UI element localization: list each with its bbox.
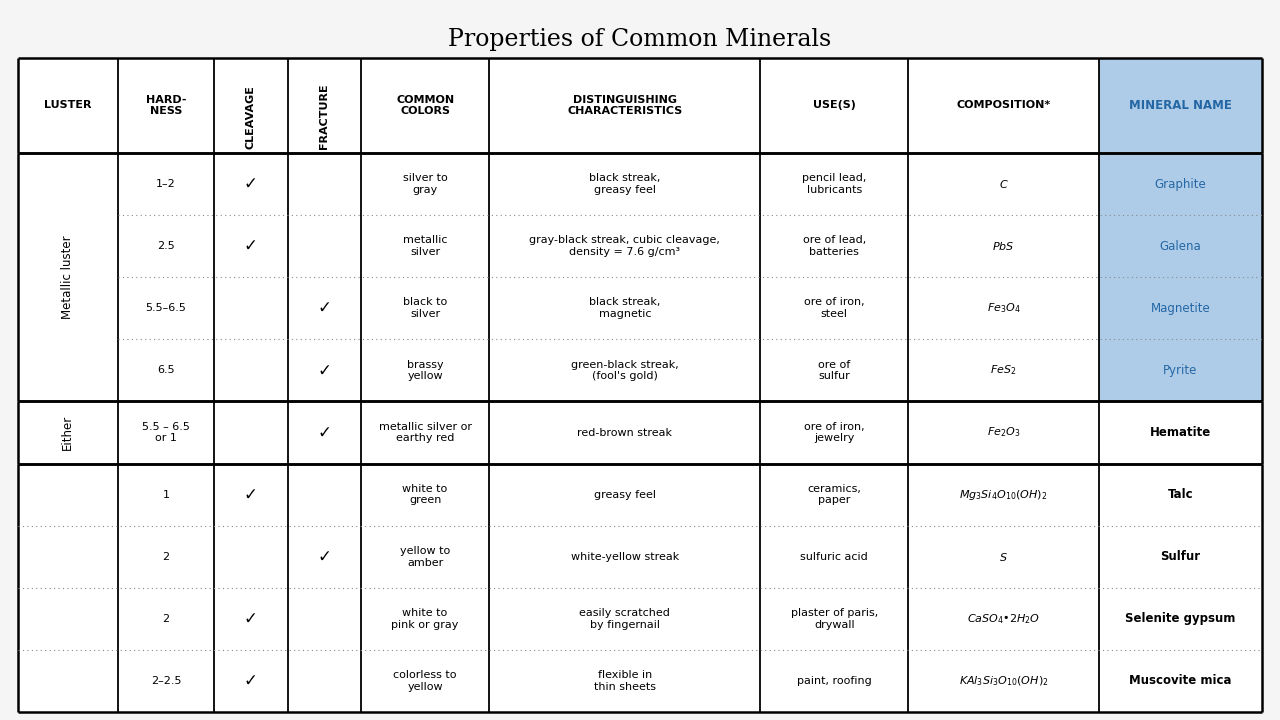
- Text: black to
silver: black to silver: [403, 297, 447, 319]
- Text: 2: 2: [163, 614, 169, 624]
- Text: Magnetite: Magnetite: [1151, 302, 1211, 315]
- Text: black streak,
greasy feel: black streak, greasy feel: [589, 174, 660, 195]
- Text: 2–2.5: 2–2.5: [151, 676, 182, 686]
- Text: ✓: ✓: [317, 548, 332, 566]
- Text: flexible in
thin sheets: flexible in thin sheets: [594, 670, 655, 692]
- Text: Muscovite mica: Muscovite mica: [1129, 675, 1231, 688]
- Bar: [1100, 339, 1262, 402]
- Text: $Fe_3O_4$: $Fe_3O_4$: [987, 302, 1020, 315]
- Text: COMMON
COLORS: COMMON COLORS: [396, 95, 454, 117]
- Text: Graphite: Graphite: [1155, 178, 1206, 191]
- Text: silver to
gray: silver to gray: [403, 174, 448, 195]
- Text: USE(S): USE(S): [813, 101, 855, 110]
- Text: colorless to
yellow: colorless to yellow: [393, 670, 457, 692]
- Text: ore of iron,
jewelry: ore of iron, jewelry: [804, 422, 864, 444]
- Text: $KAl_3Si_3O_{10}(OH)_2$: $KAl_3Si_3O_{10}(OH)_2$: [959, 674, 1048, 688]
- Text: 5.5 – 6.5
or 1: 5.5 – 6.5 or 1: [142, 422, 189, 444]
- Text: $PbS$: $PbS$: [992, 240, 1015, 252]
- Text: ceramics,
paper: ceramics, paper: [808, 484, 861, 505]
- Bar: [1100, 153, 1262, 215]
- Text: white to
pink or gray: white to pink or gray: [392, 608, 458, 629]
- Text: easily scratched
by fingernail: easily scratched by fingernail: [580, 608, 671, 629]
- Text: Sulfur: Sulfur: [1161, 550, 1201, 563]
- Text: ✓: ✓: [244, 485, 257, 503]
- Bar: [1100, 215, 1262, 277]
- Text: DISTINGUISHING
CHARACTERISTICS: DISTINGUISHING CHARACTERISTICS: [567, 95, 682, 117]
- Text: ✓: ✓: [244, 237, 257, 255]
- Text: Hematite: Hematite: [1149, 426, 1211, 439]
- Text: Properties of Common Minerals: Properties of Common Minerals: [448, 28, 832, 51]
- Text: pencil lead,
lubricants: pencil lead, lubricants: [803, 174, 867, 195]
- Text: $Fe_2O_3$: $Fe_2O_3$: [987, 426, 1020, 439]
- Text: $FeS_2$: $FeS_2$: [991, 364, 1016, 377]
- Text: ✓: ✓: [244, 610, 257, 628]
- Text: ore of iron,
steel: ore of iron, steel: [804, 297, 864, 319]
- Text: white-yellow streak: white-yellow streak: [571, 552, 678, 562]
- Text: ore of
sulfur: ore of sulfur: [818, 359, 850, 381]
- Text: metallic silver or
earthy red: metallic silver or earthy red: [379, 422, 471, 444]
- Text: red-brown streak: red-brown streak: [577, 428, 672, 438]
- Text: black streak,
magnetic: black streak, magnetic: [589, 297, 660, 319]
- Text: ore of lead,
batteries: ore of lead, batteries: [803, 235, 865, 257]
- Text: white to
green: white to green: [402, 484, 448, 505]
- Text: MINERAL NAME: MINERAL NAME: [1129, 99, 1231, 112]
- Text: paint, roofing: paint, roofing: [797, 676, 872, 686]
- Text: FRACTURE: FRACTURE: [319, 84, 329, 149]
- Text: greasy feel: greasy feel: [594, 490, 655, 500]
- Text: yellow to
amber: yellow to amber: [399, 546, 451, 567]
- Text: Selenite gypsum: Selenite gypsum: [1125, 612, 1235, 626]
- Text: LUSTER: LUSTER: [44, 101, 91, 110]
- Text: Pyrite: Pyrite: [1164, 364, 1198, 377]
- Text: ✓: ✓: [244, 672, 257, 690]
- Text: 6.5: 6.5: [157, 365, 174, 375]
- Text: $Mg_3Si_4O_{10}(OH)_2$: $Mg_3Si_4O_{10}(OH)_2$: [959, 487, 1048, 502]
- Text: ✓: ✓: [244, 175, 257, 193]
- Text: plaster of paris,
drywall: plaster of paris, drywall: [791, 608, 878, 629]
- Text: ✓: ✓: [317, 361, 332, 379]
- Text: 2.5: 2.5: [157, 241, 175, 251]
- Text: metallic
silver: metallic silver: [403, 235, 447, 257]
- Bar: [1100, 277, 1262, 339]
- Text: green-black streak,
(fool's gold): green-black streak, (fool's gold): [571, 359, 678, 381]
- Text: 2: 2: [163, 552, 169, 562]
- Text: $S$: $S$: [1000, 551, 1007, 563]
- Bar: [1100, 58, 1262, 153]
- Text: sulfuric acid: sulfuric acid: [800, 552, 868, 562]
- Text: gray-black streak, cubic cleavage,
density = 7.6 g/cm³: gray-black streak, cubic cleavage, densi…: [530, 235, 721, 257]
- Text: Galena: Galena: [1160, 240, 1202, 253]
- Text: Metallic luster: Metallic luster: [61, 235, 74, 319]
- Text: HARD-
NESS: HARD- NESS: [146, 95, 186, 117]
- Text: COMPOSITION*: COMPOSITION*: [956, 101, 1051, 110]
- Text: 1–2: 1–2: [156, 179, 175, 189]
- Text: 1: 1: [163, 490, 169, 500]
- Text: CLEAVAGE: CLEAVAGE: [246, 85, 256, 149]
- Text: Talc: Talc: [1167, 488, 1193, 501]
- Text: 5.5–6.5: 5.5–6.5: [146, 303, 187, 313]
- Text: brassy
yellow: brassy yellow: [407, 359, 443, 381]
- Text: ✓: ✓: [317, 423, 332, 441]
- Text: ✓: ✓: [317, 300, 332, 318]
- Text: $CaSO_4$•$2H_2O$: $CaSO_4$•$2H_2O$: [966, 612, 1041, 626]
- Text: Either: Either: [61, 415, 74, 450]
- Text: $C$: $C$: [998, 178, 1009, 190]
